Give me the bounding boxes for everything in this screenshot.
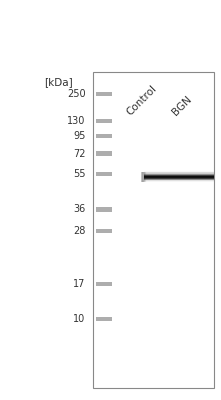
Bar xyxy=(96,152,112,156)
Bar xyxy=(144,172,214,173)
Bar xyxy=(144,179,214,180)
Bar xyxy=(96,134,112,138)
Text: 130: 130 xyxy=(67,116,86,126)
Bar xyxy=(142,172,144,182)
Bar xyxy=(144,175,214,176)
Bar xyxy=(144,181,214,182)
Bar xyxy=(144,173,214,174)
Bar xyxy=(96,229,112,233)
Bar xyxy=(144,174,214,175)
Bar xyxy=(144,174,214,175)
Text: BGN: BGN xyxy=(171,94,194,118)
Bar xyxy=(96,92,112,96)
Bar xyxy=(142,172,144,182)
Bar xyxy=(144,172,147,182)
Bar xyxy=(93,72,214,388)
Bar xyxy=(143,172,145,182)
Bar xyxy=(143,172,147,182)
Bar xyxy=(144,172,214,173)
Bar xyxy=(144,176,214,177)
Text: 250: 250 xyxy=(67,89,86,99)
Text: 95: 95 xyxy=(73,131,86,141)
Text: [kDa]: [kDa] xyxy=(44,77,73,87)
Bar xyxy=(96,317,112,321)
Text: 36: 36 xyxy=(73,204,86,214)
Bar xyxy=(96,282,112,286)
Bar xyxy=(143,172,145,182)
Bar xyxy=(144,178,214,179)
Bar xyxy=(144,175,214,176)
Text: 17: 17 xyxy=(73,279,86,289)
Text: 55: 55 xyxy=(73,169,86,179)
Bar xyxy=(96,208,112,212)
Bar xyxy=(144,180,214,181)
Bar xyxy=(141,172,142,182)
Bar xyxy=(141,172,142,182)
Text: Control: Control xyxy=(125,84,159,118)
Text: 28: 28 xyxy=(73,226,86,236)
Bar xyxy=(141,172,143,182)
Text: 10: 10 xyxy=(73,314,86,324)
Bar xyxy=(143,172,146,182)
Bar xyxy=(143,172,145,182)
Bar xyxy=(144,181,214,182)
Bar xyxy=(144,173,214,174)
Bar xyxy=(144,172,147,182)
Bar xyxy=(142,172,143,182)
Bar xyxy=(144,180,214,181)
Bar xyxy=(96,172,112,176)
Bar xyxy=(96,119,112,123)
Bar xyxy=(144,177,214,178)
Text: 72: 72 xyxy=(73,148,86,158)
